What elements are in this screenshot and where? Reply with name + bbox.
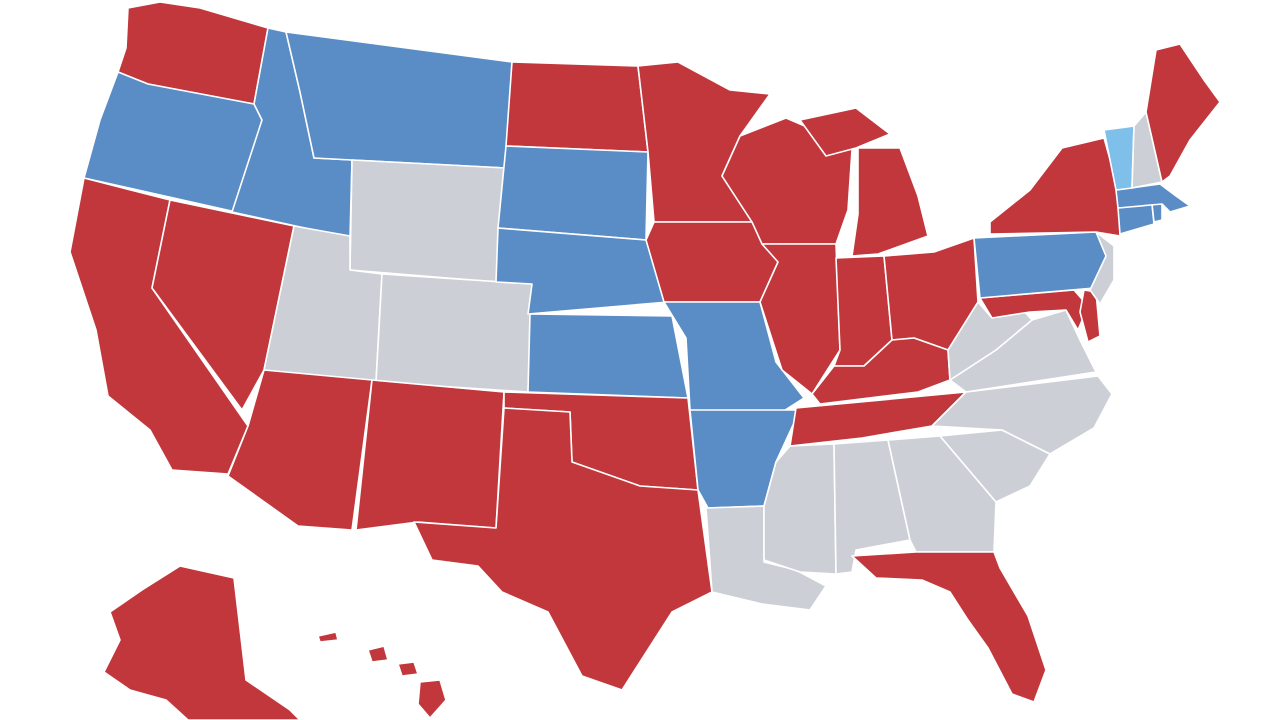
state-maryland[interactable] <box>979 289 1089 331</box>
state-new-jersey[interactable] <box>1089 231 1115 305</box>
state-texas[interactable] <box>413 407 713 691</box>
state-hawaii[interactable] <box>317 631 447 719</box>
state-new-york[interactable] <box>989 137 1121 237</box>
state-new-mexico[interactable] <box>355 379 505 531</box>
state-north-dakota[interactable] <box>505 61 649 153</box>
state-maine[interactable] <box>1145 43 1221 183</box>
state-massachusetts[interactable] <box>1115 183 1191 213</box>
state-florida[interactable] <box>851 551 1047 703</box>
state-connecticut[interactable] <box>1117 203 1155 235</box>
state-wyoming[interactable] <box>349 159 507 283</box>
state-pennsylvania[interactable] <box>973 231 1109 299</box>
state-colorado[interactable] <box>375 273 533 393</box>
state-mississippi[interactable] <box>763 443 837 575</box>
state-michigan[interactable] <box>799 107 929 257</box>
state-south-carolina[interactable] <box>939 429 1051 503</box>
state-alaska[interactable] <box>103 565 301 720</box>
state-rhode-island[interactable] <box>1151 203 1163 223</box>
state-south-dakota[interactable] <box>497 145 649 241</box>
state-kentucky[interactable] <box>811 337 951 405</box>
state-kansas[interactable] <box>527 313 689 399</box>
state-tennessee[interactable] <box>789 391 967 447</box>
state-montana[interactable] <box>285 31 513 169</box>
